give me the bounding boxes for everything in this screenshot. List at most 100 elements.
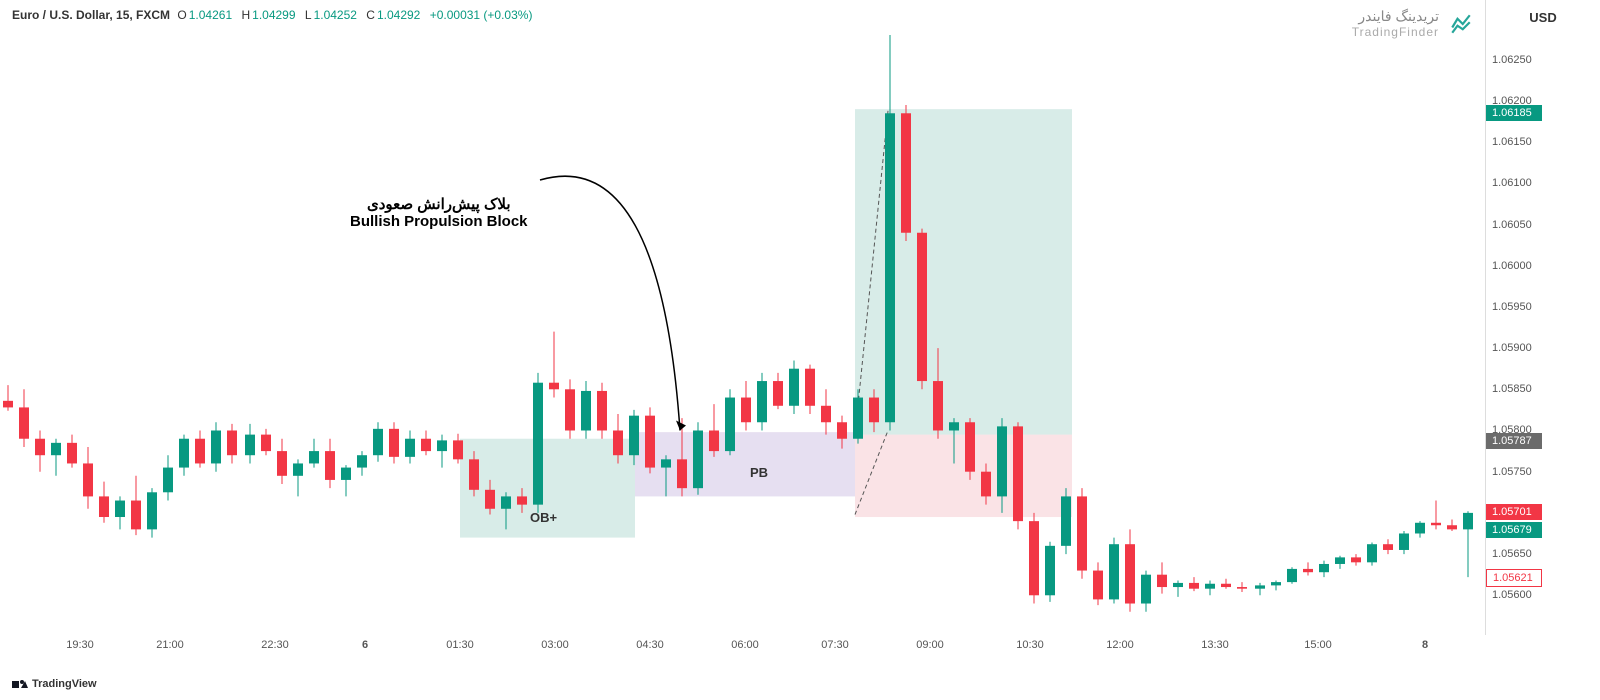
candle-body — [309, 451, 319, 463]
y-tick: 1.05950 — [1492, 301, 1532, 313]
candle-body — [1077, 496, 1087, 570]
zone-pink_box — [855, 435, 1072, 517]
candle-body — [179, 439, 189, 468]
candle-body — [885, 113, 895, 422]
x-tick: 13:30 — [1201, 639, 1229, 651]
price-label: 1.05701 — [1486, 504, 1542, 520]
candle-body — [1447, 525, 1457, 529]
candle-body — [19, 407, 29, 438]
candle-body — [1237, 587, 1247, 589]
candle-body — [805, 369, 815, 406]
candle-body — [83, 463, 93, 496]
candle-body — [709, 430, 719, 451]
chart-container[interactable] — [0, 0, 1485, 635]
candle-body — [517, 496, 527, 504]
candle-body — [389, 429, 399, 457]
price-label: 1.05787 — [1486, 433, 1542, 449]
candle-body — [1061, 496, 1071, 545]
candle-body — [581, 391, 591, 431]
candle-body — [469, 459, 479, 489]
candle-body — [501, 496, 511, 508]
logo-text-ar: تریدینگ فایندر — [1358, 8, 1439, 25]
candle-body — [1271, 582, 1281, 585]
tv-label: TradingView — [32, 678, 97, 690]
candle-body — [549, 383, 559, 390]
y-tick: 1.06000 — [1492, 260, 1532, 272]
candle-body — [1125, 544, 1135, 603]
candle-body — [405, 439, 415, 457]
x-tick: 01:30 — [446, 639, 474, 651]
candle-body — [163, 468, 173, 493]
candle-body — [1173, 583, 1183, 587]
candle-body — [949, 422, 959, 430]
candle-body — [725, 398, 735, 452]
x-tick: 09:00 — [916, 639, 944, 651]
candle-body — [693, 430, 703, 488]
price-label: 1.05679 — [1486, 522, 1542, 538]
candle-body — [1431, 523, 1441, 525]
candle-body — [1221, 584, 1231, 587]
candle-body — [997, 426, 1007, 496]
candle-body — [1399, 533, 1409, 549]
ohlc-l-value: 1.04252 — [314, 8, 357, 22]
candle-body — [421, 439, 431, 451]
candle-body — [261, 435, 271, 451]
annotation-arrow — [540, 176, 680, 430]
y-tick: 1.06050 — [1492, 219, 1532, 231]
candle-body — [341, 468, 351, 480]
y-tick: 1.05650 — [1492, 548, 1532, 560]
candle-body — [1287, 569, 1297, 582]
arrow-head — [676, 420, 686, 430]
candle-body — [453, 440, 463, 459]
candlestick-chart[interactable] — [0, 0, 1485, 635]
brand-logo: تریدینگ فایندر TradingFinder — [1352, 8, 1475, 39]
candle-body — [1141, 575, 1151, 604]
candle-body — [1303, 569, 1313, 572]
candle-body — [869, 398, 879, 423]
candle-body — [51, 443, 61, 455]
tv-icon — [12, 679, 28, 689]
candle-body — [1109, 544, 1119, 599]
candle-body — [597, 391, 607, 431]
y-tick: 1.05600 — [1492, 589, 1532, 601]
x-tick: 03:00 — [541, 639, 569, 651]
candle-body — [613, 430, 623, 455]
candle-body — [789, 369, 799, 406]
candle-body — [757, 381, 767, 422]
candle-body — [437, 440, 447, 451]
candle-body — [533, 383, 543, 505]
candle-body — [741, 398, 751, 423]
candle-body — [1093, 571, 1103, 600]
zone-label-ob: OB+ — [530, 510, 557, 525]
candle-body — [211, 430, 221, 463]
candle-body — [1029, 521, 1039, 595]
candle-body — [1189, 583, 1199, 589]
tradingfinder-icon — [1447, 10, 1475, 38]
candle-body — [293, 463, 303, 475]
x-tick: 12:00 — [1106, 639, 1134, 651]
y-tick: 1.05900 — [1492, 342, 1532, 354]
price-axis: USD 1.056001.056501.057001.057501.058001… — [1485, 0, 1600, 635]
ohlc-c-label: C — [366, 8, 375, 22]
x-tick: 8 — [1422, 639, 1428, 651]
price-label: 1.06185 — [1486, 105, 1542, 121]
candle-body — [1013, 426, 1023, 521]
logo-text-en: TradingFinder — [1352, 25, 1439, 39]
candle-body — [485, 490, 495, 509]
x-tick: 07:30 — [821, 639, 849, 651]
candle-body — [821, 406, 831, 422]
ohlc-l-label: L — [305, 8, 312, 22]
candle-body — [1367, 544, 1377, 562]
candle-body — [661, 459, 671, 467]
currency-label: USD — [1529, 10, 1556, 25]
tradingview-logo: TradingView — [12, 678, 97, 690]
y-tick: 1.05850 — [1492, 383, 1532, 395]
y-tick: 1.05750 — [1492, 466, 1532, 478]
x-tick: 04:30 — [636, 639, 664, 651]
x-tick: 22:30 — [261, 639, 289, 651]
candle-body — [981, 472, 991, 497]
candle-body — [1205, 584, 1215, 589]
y-tick: 1.06100 — [1492, 177, 1532, 189]
candle-body — [115, 501, 125, 517]
candle-body — [67, 443, 77, 464]
